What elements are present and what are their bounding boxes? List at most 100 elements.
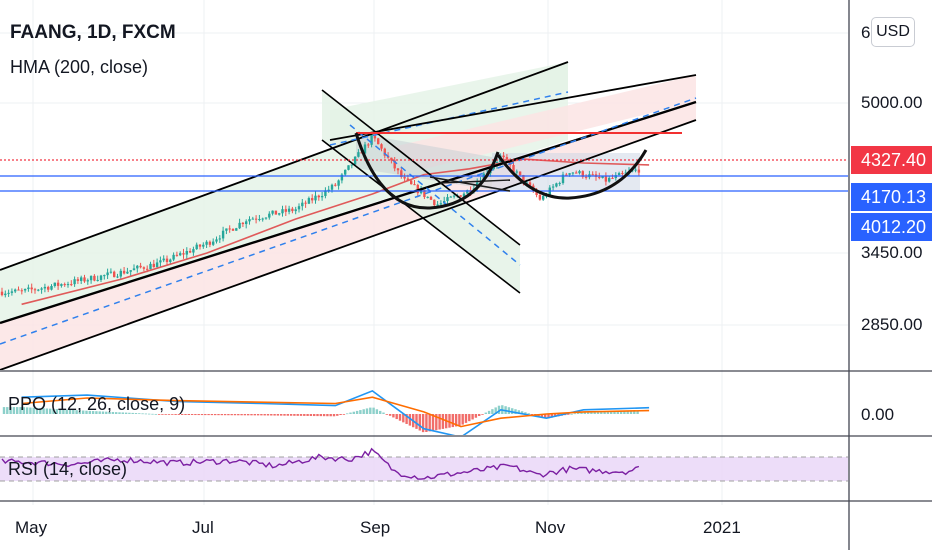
- candle-body: [621, 173, 624, 175]
- ppo-histogram-bar: [177, 414, 181, 415]
- candle-body: [327, 189, 330, 191]
- candle-body: [254, 218, 258, 220]
- candle-body: [60, 284, 63, 286]
- ppo-histogram-bar: [616, 411, 619, 414]
- candle-body: [353, 156, 357, 165]
- ppo-histogram-bar: [629, 411, 633, 414]
- candle-body: [535, 191, 538, 196]
- ppo-histogram-bar: [52, 408, 55, 414]
- candle-body: [132, 268, 136, 271]
- time-tick: 2021: [703, 518, 741, 537]
- ppo-histogram-bar: [270, 414, 273, 416]
- candle-body: [27, 287, 30, 289]
- ppo-histogram-bar: [78, 410, 82, 414]
- ppo-histogram-bar: [154, 413, 157, 415]
- ppo-histogram-bar: [418, 414, 421, 431]
- ppo-histogram-bar: [346, 413, 349, 415]
- candle-body: [307, 198, 311, 204]
- candle-body: [264, 217, 268, 219]
- ppo-histogram-bar: [101, 411, 105, 414]
- ppo-histogram-bar: [68, 409, 72, 414]
- ppo-histogram-bar: [200, 414, 204, 416]
- ppo-histogram-bar: [385, 414, 388, 415]
- ppo-histogram-bar: [111, 411, 115, 414]
- candle-body: [179, 253, 182, 256]
- ppo-histogram-bar: [309, 414, 313, 417]
- drawing-layer[interactable]: [0, 62, 696, 370]
- ppo-histogram-bar: [217, 414, 220, 416]
- ppo-histogram-bar: [98, 411, 101, 414]
- candle-body: [611, 177, 614, 179]
- ppo-histogram-bar: [596, 411, 600, 414]
- candle-body: [515, 171, 518, 173]
- candle-body: [122, 270, 126, 274]
- candle-body: [538, 195, 542, 200]
- candle-body: [505, 157, 509, 160]
- channel-upper-line: [0, 61, 569, 271]
- candle-body: [522, 175, 525, 183]
- ppo-histogram-bar: [299, 414, 303, 416]
- ppo-histogram-bar: [237, 414, 240, 416]
- study-legend-rsi[interactable]: RSI (14, close): [8, 459, 128, 479]
- ppo-histogram-bar: [45, 408, 49, 414]
- ppo-histogram-bar: [91, 411, 95, 414]
- level-badge: 4170.13: [851, 183, 932, 211]
- study-legend-hma[interactable]: HMA (200, close): [10, 57, 149, 77]
- ppo-histogram-bar: [603, 411, 606, 414]
- candle-body: [274, 210, 278, 215]
- candle-body: [278, 213, 281, 215]
- overlay-layer[interactable]: [0, 61, 848, 370]
- candle-body: [212, 241, 215, 245]
- ppo-histogram-bar: [329, 414, 332, 417]
- candle-body: [241, 222, 245, 225]
- candle-body: [10, 291, 14, 293]
- candle-body: [169, 259, 172, 262]
- ppo-histogram-bar: [586, 411, 590, 414]
- ppo-histogram-bar: [72, 409, 75, 414]
- ppo-histogram-bar: [606, 411, 610, 414]
- ppo-histogram-bar: [289, 414, 293, 416]
- ppo-histogram-bar: [464, 414, 468, 423]
- ppo-histogram-bar: [9, 407, 12, 414]
- ppo-histogram-bar: [425, 414, 428, 432]
- candle-body: [337, 180, 340, 186]
- ppo-histogram-bar: [487, 410, 491, 414]
- candle-body: [261, 218, 264, 220]
- ppo-histogram-bar: [570, 413, 573, 415]
- candlestick-series: [0, 131, 641, 298]
- ppo-histogram-bar: [322, 414, 326, 417]
- candle-body: [149, 263, 152, 270]
- candle-body: [324, 190, 327, 196]
- ppo-histogram-bar: [303, 414, 306, 416]
- current-price-badge: 4327.40: [851, 146, 932, 174]
- ppo-histogram-bar: [520, 411, 524, 414]
- ppo-histogram-bar: [227, 414, 230, 416]
- candle-body: [188, 250, 192, 253]
- ppo-histogram-bar: [573, 413, 577, 415]
- currency-button[interactable]: USD: [871, 17, 915, 47]
- candle-body: [406, 178, 410, 181]
- channel-upper-extension: [329, 74, 697, 141]
- ppo-histogram-bar: [359, 410, 362, 414]
- ppo-histogram-bar: [82, 410, 85, 414]
- ppo-histogram-bar: [438, 414, 441, 430]
- ppo-histogram-bar: [49, 408, 52, 414]
- ppo-histogram-bar: [408, 414, 412, 426]
- candle-body: [119, 270, 122, 277]
- study-legend-ppo[interactable]: PPO (12, 26, close, 9): [8, 394, 186, 414]
- ppo-histogram-bar: [468, 414, 471, 422]
- ppo-histogram-bar: [481, 414, 484, 415]
- ppo-histogram-bar: [65, 409, 68, 414]
- candle-body: [377, 138, 380, 145]
- ppo-histogram-bar: [88, 410, 91, 414]
- candle-body: [192, 249, 195, 253]
- ppo-histogram-bar: [121, 412, 124, 414]
- ppo-histogram-bar: [369, 407, 372, 414]
- candle-body: [452, 195, 456, 197]
- candle-body: [555, 183, 558, 187]
- candle-body: [287, 208, 291, 212]
- candle-body: [370, 134, 373, 145]
- ppo-histogram-bar: [22, 407, 25, 414]
- ppo-histogram-bar: [491, 409, 494, 414]
